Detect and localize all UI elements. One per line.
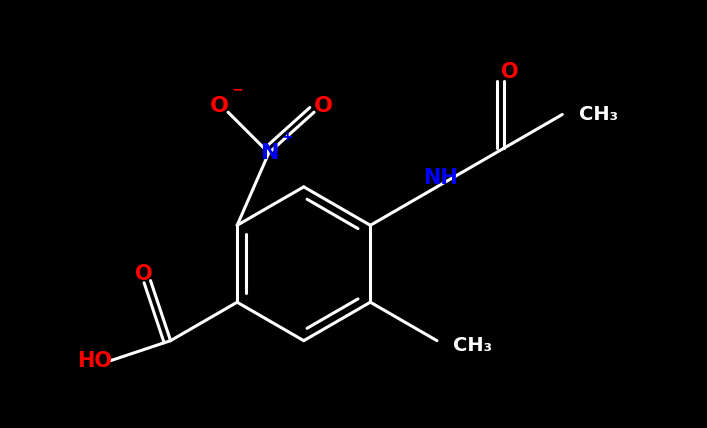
Text: O: O (209, 96, 228, 116)
Text: NH: NH (423, 168, 458, 188)
Text: O: O (501, 62, 519, 83)
Text: O: O (314, 96, 332, 116)
Text: N: N (262, 143, 280, 163)
Text: +: + (281, 130, 293, 144)
Text: CH₃: CH₃ (453, 336, 492, 355)
Text: CH₃: CH₃ (578, 105, 618, 124)
Text: HO: HO (76, 351, 112, 371)
Text: O: O (135, 264, 153, 284)
Text: −: − (231, 83, 243, 97)
